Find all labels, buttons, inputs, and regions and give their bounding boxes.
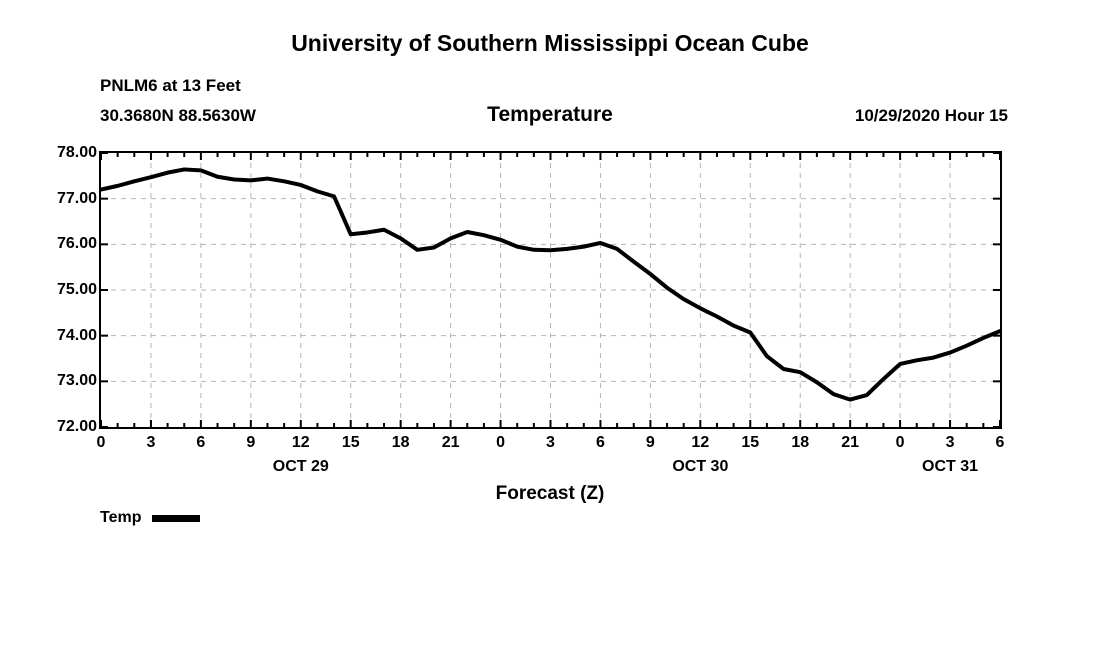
station-label: PNLM6 at 13 Feet [100,76,241,95]
day-label: OCT 29 [272,458,329,475]
x-tick-label: 21 [441,434,460,451]
legend-swatch-temp [152,514,201,522]
x-tick-label: 18 [791,434,810,451]
model-run-label: 10/29/2020 Hour 15 [854,106,1008,125]
x-tick-label: 21 [841,434,860,451]
y-tick-label: 75.00 [56,281,97,298]
x-tick-label: 0 [96,434,106,451]
x-tick-label: 0 [895,434,905,451]
x-tick-label: 6 [995,434,1005,451]
x-tick-label: 15 [741,434,760,451]
x-tick-label: 9 [645,434,655,451]
temperature-line-chart [101,153,1000,427]
y-tick-label: 76.00 [56,235,97,253]
y-tick-label: 72.00 [56,418,97,435]
x-tick-label: 3 [146,434,156,451]
x-tick-label: 3 [546,434,555,451]
x-axis-title: Forecast (Z) [495,483,605,504]
chart-legend: Temp [100,509,201,527]
x-tick-label: 9 [246,434,256,451]
coordinates-label: 30.3680N 88.5630W [100,106,256,125]
x-tick-label: 15 [341,434,360,451]
plot-border [99,151,1002,429]
y-tick-label: 78.00 [56,144,97,161]
y-tick-label: 74.00 [56,326,97,344]
day-label: OCT 30 [672,458,729,475]
page-title: University of Southern Mississippi Ocean… [291,30,809,56]
day-label: OCT 31 [922,458,979,475]
x-tick-label: 3 [945,434,955,451]
chart-subtitle: Temperature [487,103,613,126]
x-tick-label: 18 [391,434,410,451]
plot-area [99,151,1002,429]
y-tick-label: 73.00 [56,372,97,390]
x-tick-label: 12 [691,434,710,451]
y-tick-label: 77.00 [56,189,97,207]
x-tick-label: 12 [291,434,310,451]
x-tick-label: 6 [595,434,605,451]
x-tick-label: 0 [496,434,505,451]
legend-label-temp: Temp [100,509,142,526]
x-tick-label: 6 [196,434,206,451]
